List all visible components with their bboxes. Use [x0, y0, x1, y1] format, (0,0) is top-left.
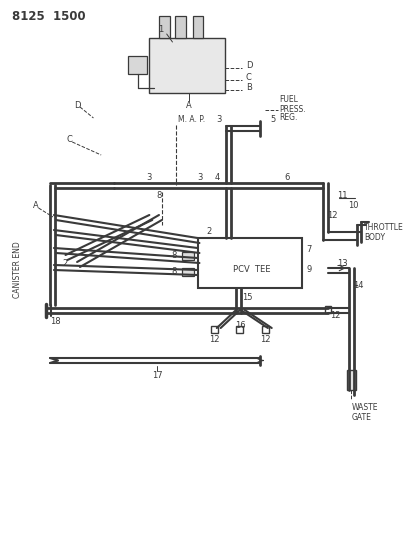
Text: PRESS.: PRESS. [279, 104, 305, 114]
Text: C: C [245, 74, 251, 83]
Bar [175, 16, 186, 38]
Text: 1: 1 [158, 26, 163, 35]
Text: 5: 5 [270, 116, 274, 125]
Text: CANISTER END: CANISTER END [13, 241, 22, 298]
Text: 7: 7 [306, 246, 311, 254]
Bar [159, 16, 169, 38]
Text: 15: 15 [242, 294, 252, 303]
Text: D: D [245, 61, 252, 70]
Text: 6: 6 [284, 173, 289, 182]
Text: REG.: REG. [279, 114, 297, 123]
Bar [149, 38, 224, 93]
Text: GATE: GATE [351, 413, 371, 422]
Text: 14: 14 [352, 280, 363, 289]
Bar [236, 326, 242, 333]
Bar [324, 306, 330, 313]
Text: A: A [186, 101, 191, 109]
Text: 12: 12 [326, 211, 337, 220]
Text: B: B [245, 84, 251, 93]
Bar [182, 252, 193, 260]
Text: 2: 2 [62, 259, 67, 268]
Text: A: A [33, 200, 38, 209]
Text: 9: 9 [306, 265, 311, 274]
Text: 3: 3 [197, 173, 202, 182]
Bar [261, 326, 268, 333]
Text: 4: 4 [213, 173, 219, 182]
Text: D: D [74, 101, 80, 109]
Bar [192, 16, 203, 38]
Bar [211, 326, 217, 333]
Bar [346, 370, 355, 390]
Text: PCV  TEE: PCV TEE [232, 264, 270, 273]
Text: M. A. P.: M. A. P. [178, 116, 205, 125]
Text: 12: 12 [208, 335, 219, 344]
Bar [197, 238, 301, 288]
Text: 8: 8 [156, 190, 161, 199]
Bar [128, 56, 147, 74]
Text: 17: 17 [151, 372, 162, 381]
Text: 10: 10 [348, 200, 358, 209]
Text: 2: 2 [206, 227, 211, 236]
Text: 16: 16 [234, 320, 245, 329]
Text: 8: 8 [171, 268, 177, 277]
Text: WASTE: WASTE [351, 403, 377, 413]
Text: 8: 8 [171, 252, 177, 261]
Text: 8125  1500: 8125 1500 [11, 10, 85, 22]
Text: 13: 13 [336, 259, 346, 268]
Text: 18: 18 [50, 317, 61, 326]
Text: BODY: BODY [363, 232, 384, 241]
Text: 12: 12 [259, 335, 270, 344]
Text: FUEL: FUEL [279, 95, 298, 104]
Text: 11: 11 [336, 191, 346, 200]
Text: THROTTLE: THROTTLE [363, 223, 403, 232]
Bar [182, 268, 193, 276]
Text: 3: 3 [146, 173, 152, 182]
Text: 12: 12 [329, 311, 340, 320]
Text: C: C [66, 135, 72, 144]
Text: 3: 3 [216, 116, 221, 125]
